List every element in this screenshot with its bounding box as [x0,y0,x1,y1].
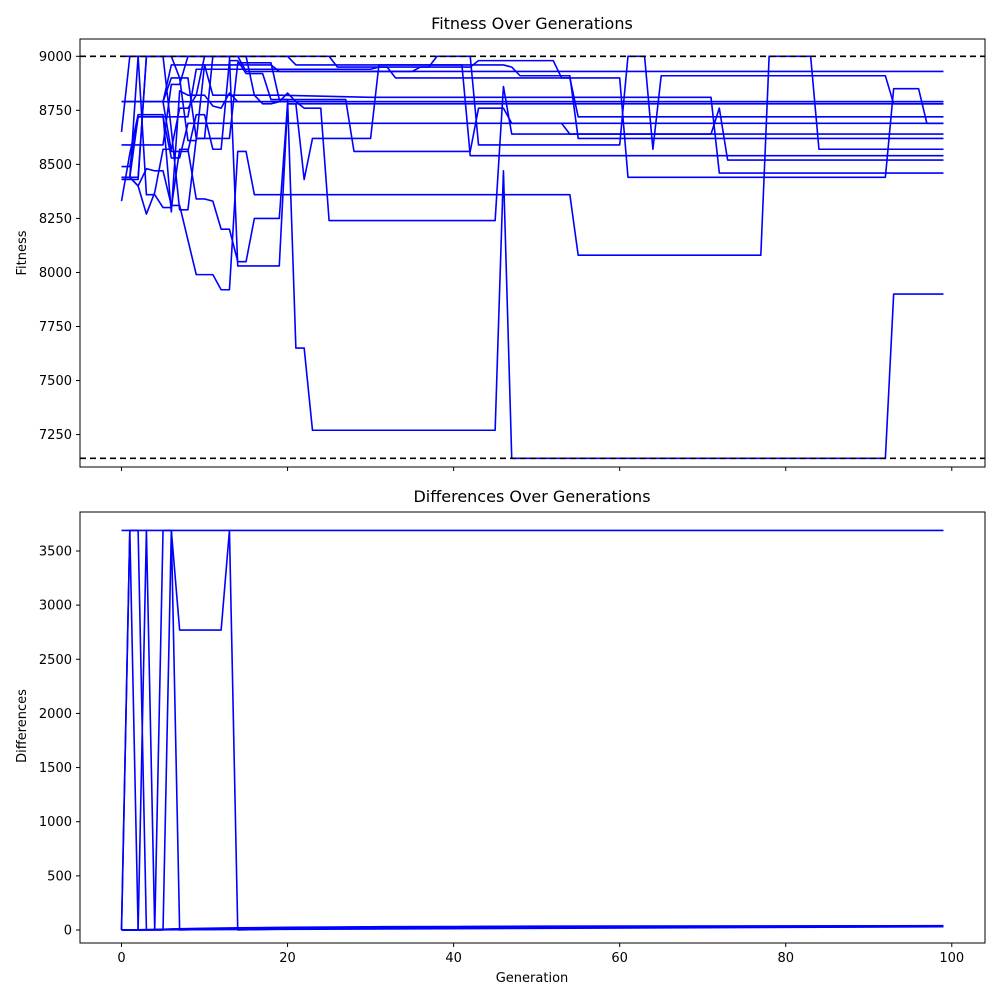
fitness-y-tick-label-0: 7250 [39,428,72,443]
differences-y-tick-label-0: 0 [64,924,72,939]
fitness-y-axis-title: Fitness [15,230,30,275]
differences-y-tick-label-4: 2000 [39,707,72,722]
differences-x-tick-label-2: 40 [445,951,462,966]
differences-x-tick-label-4: 80 [777,951,794,966]
fitness-y-tick-label-4: 8250 [39,212,72,227]
fitness-y-tick-label-7: 9000 [39,50,72,65]
differences-series-line-6 [121,925,944,931]
differences-series-line-8 [121,924,944,931]
differences-y-tick-label-7: 3500 [39,544,72,559]
fitness-y-tick-label-3: 8000 [39,266,72,281]
differences-panel: Differences Over Generations Differences… [15,487,986,986]
differences-x-tick-label-3: 60 [611,951,628,966]
differences-plot-area: 0 500 1000 1500 2000 2500 3000 3500 0 20 40 60 80 100 [39,529,964,966]
differences-x-tick-label-1: 20 [279,951,296,966]
fitness-series-line-10 [121,59,944,153]
fitness-y-tick-label-1: 7500 [39,374,72,389]
fitness-y-tick-label-5: 8500 [39,158,72,173]
differences-y-tick-label-6: 3000 [39,599,72,614]
differences-y-tick-label-5: 2500 [39,653,72,668]
fitness-title: Fitness Over Generations [431,14,633,33]
differences-title: Differences Over Generations [413,487,650,506]
fitness-series-line-12 [121,64,944,174]
fitness-y-tick-label-6: 8750 [39,104,72,119]
differences-x-tick-label-0: 0 [117,951,125,966]
differences-x-axis-title: Generation [496,971,569,986]
differences-axes-frame [79,511,986,944]
differences-series-group [120,529,944,931]
fitness-plot-area: 7250 7500 7750 8000 8250 8500 8750 9000 [39,50,985,471]
fitness-series-line-11 [121,59,944,142]
differences-y-tick-label-3: 1500 [39,761,72,776]
differences-y-tick-label-2: 1000 [39,815,72,830]
differences-y-axis-title: Differences [15,689,30,763]
fitness-panel: Fitness Over Generations Fitness 7250 750… [15,14,986,471]
fitness-series-line-1 [121,55,944,179]
differences-x-tick-label-5: 100 [939,951,964,966]
fitness-y-tick-label-2: 7750 [39,320,72,335]
fitness-series-line-13 [121,55,944,179]
differences-y-tick-label-1: 500 [47,869,72,884]
fitness-axes-frame [79,38,986,468]
fitness-series-line-6 [120,55,944,222]
